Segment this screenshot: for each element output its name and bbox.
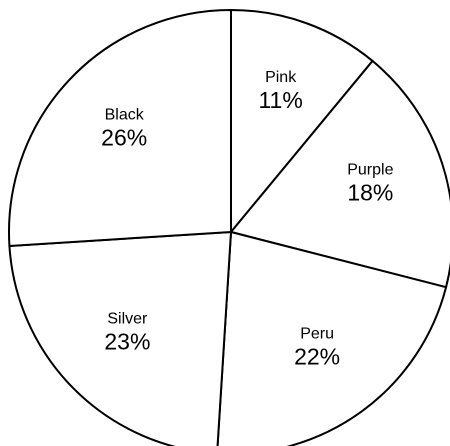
slice-value-peru: 22% — [294, 344, 340, 370]
pie-slice-purple — [229, 59, 450, 289]
slice-label-black: Black — [105, 107, 145, 124]
slice-value-black: 26% — [101, 125, 147, 151]
pie-slice-pink — [230, 8, 374, 235]
slice-label-purple: Purple — [347, 162, 393, 179]
slice-value-pink: 11% — [258, 87, 302, 113]
pie-slice-black — [8, 8, 232, 248]
pie-slice-peru — [216, 230, 448, 446]
slice-label-silver: Silver — [107, 311, 148, 328]
slice-label-peru: Peru — [300, 326, 334, 343]
slice-value-purple: 18% — [347, 180, 393, 206]
slice-label-pink: Pink — [265, 69, 297, 86]
pie-slices — [8, 8, 450, 446]
slice-value-silver: 23% — [104, 329, 150, 355]
pie-slice-silver — [8, 230, 233, 446]
